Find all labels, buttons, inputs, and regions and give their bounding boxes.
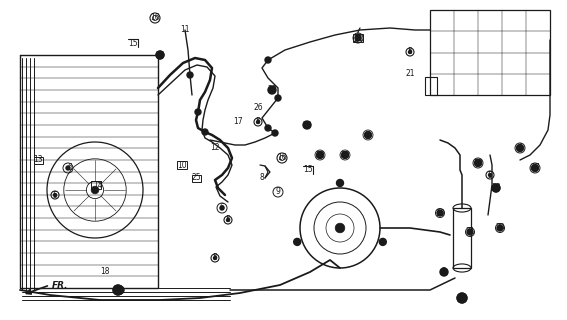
Text: 14: 14: [93, 180, 103, 189]
Circle shape: [265, 125, 271, 131]
Circle shape: [116, 286, 124, 294]
Circle shape: [355, 35, 361, 41]
Text: 4: 4: [518, 143, 522, 153]
Text: 10: 10: [177, 161, 187, 170]
Text: 30: 30: [435, 209, 445, 218]
Text: 25: 25: [191, 173, 201, 182]
Text: 16: 16: [277, 154, 287, 163]
Circle shape: [268, 86, 276, 94]
Bar: [430, 10, 550, 95]
Circle shape: [475, 159, 481, 166]
Text: 5: 5: [408, 47, 412, 57]
Text: 11: 11: [180, 26, 190, 35]
Text: 13: 13: [33, 156, 43, 164]
Circle shape: [226, 219, 230, 221]
Circle shape: [303, 121, 311, 129]
Circle shape: [187, 72, 193, 78]
Text: 5: 5: [256, 117, 260, 126]
Circle shape: [457, 293, 467, 303]
Circle shape: [437, 210, 443, 216]
Text: 18: 18: [100, 268, 110, 276]
Circle shape: [275, 95, 281, 101]
Text: 15: 15: [303, 165, 313, 174]
Circle shape: [517, 145, 523, 151]
Text: 5: 5: [488, 171, 492, 180]
Text: 8: 8: [260, 173, 264, 182]
Text: 29: 29: [302, 121, 312, 130]
Circle shape: [408, 51, 412, 53]
Circle shape: [156, 51, 164, 59]
Text: 19: 19: [473, 158, 483, 167]
Text: 28: 28: [491, 183, 501, 193]
Circle shape: [341, 151, 349, 158]
Text: 1: 1: [460, 293, 464, 302]
Text: 28: 28: [155, 51, 165, 60]
Text: 24: 24: [353, 36, 363, 44]
Bar: [353, 34, 363, 42]
Circle shape: [265, 57, 271, 63]
Text: 5: 5: [53, 190, 57, 199]
Text: 29: 29: [267, 85, 277, 94]
Circle shape: [272, 130, 278, 136]
Circle shape: [492, 184, 500, 192]
Circle shape: [66, 166, 70, 170]
Text: 3: 3: [366, 131, 370, 140]
Circle shape: [91, 186, 99, 194]
Bar: [192, 174, 201, 181]
Text: 17: 17: [233, 117, 243, 126]
Text: 22: 22: [315, 150, 325, 159]
Circle shape: [531, 164, 539, 172]
Bar: [33, 156, 43, 164]
Circle shape: [497, 225, 503, 231]
Circle shape: [336, 180, 344, 187]
Circle shape: [113, 285, 123, 295]
Text: 5: 5: [213, 253, 217, 262]
Text: 31: 31: [465, 228, 475, 236]
Text: 20: 20: [495, 223, 505, 233]
Circle shape: [53, 194, 57, 196]
Text: FR.: FR.: [52, 281, 69, 290]
Circle shape: [316, 151, 324, 158]
Bar: [91, 181, 101, 189]
Text: 6: 6: [219, 204, 225, 212]
Circle shape: [379, 238, 386, 245]
Bar: [425, 77, 437, 95]
Circle shape: [195, 109, 201, 115]
Bar: [177, 161, 187, 169]
Text: 5: 5: [226, 215, 230, 225]
Circle shape: [202, 129, 208, 135]
Text: 23: 23: [113, 285, 123, 294]
Circle shape: [214, 257, 217, 260]
Text: 6: 6: [67, 164, 73, 172]
Circle shape: [467, 229, 473, 235]
Text: 9: 9: [276, 188, 281, 196]
Circle shape: [256, 121, 260, 124]
Text: 26: 26: [253, 103, 263, 113]
Text: 12: 12: [210, 143, 220, 153]
Circle shape: [440, 268, 448, 276]
Circle shape: [489, 173, 492, 177]
Text: 2: 2: [442, 268, 446, 276]
Text: 15: 15: [128, 38, 138, 47]
Circle shape: [335, 223, 345, 233]
Text: 23: 23: [340, 150, 350, 159]
Text: 21: 21: [405, 68, 414, 77]
Circle shape: [365, 132, 371, 139]
Text: 27: 27: [530, 164, 540, 172]
Bar: [453, 208, 471, 268]
Circle shape: [294, 238, 301, 245]
Circle shape: [220, 206, 224, 210]
Text: 16: 16: [150, 13, 160, 22]
